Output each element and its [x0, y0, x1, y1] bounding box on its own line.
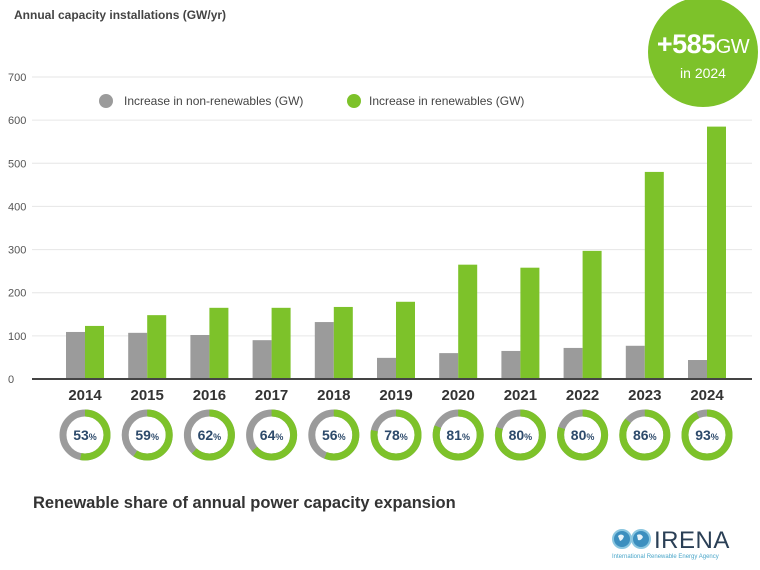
bar-non-renewables — [563, 347, 583, 379]
y-tick-label: 300 — [8, 245, 26, 257]
y-tick-label: 400 — [8, 201, 26, 213]
legend-marker — [99, 94, 113, 108]
callout-value: +585 — [656, 29, 716, 59]
y-tick-label: 0 — [8, 374, 14, 386]
callout-badge: +585GW in 2024 — [648, 0, 758, 107]
bar-renewables — [458, 264, 478, 379]
y-tick-label: 500 — [8, 158, 26, 170]
y-tick-label: 600 — [8, 115, 26, 127]
callout-sub: in 2024 — [680, 65, 726, 81]
bar-renewables — [209, 307, 229, 379]
y-tick-label: 100 — [8, 331, 26, 343]
bar-non-renewables — [66, 331, 85, 379]
legend-label: Increase in non-renewables (GW) — [124, 94, 303, 108]
share-percent-label: 56% — [322, 427, 346, 443]
x-tick-label: 2023 — [628, 387, 661, 404]
share-percent-label: 93% — [695, 427, 719, 443]
bar-renewables — [85, 325, 104, 379]
logo-name: IRENA — [654, 527, 730, 554]
x-tick-label: 2022 — [566, 387, 599, 404]
x-tick-label: 2015 — [131, 387, 164, 404]
y-tick-label: 700 — [8, 72, 26, 84]
donut-renewable-share — [557, 409, 609, 461]
share-label: Renewable share of annual power capacity… — [33, 494, 456, 512]
x-tick-label: 2020 — [442, 387, 475, 404]
bar-renewables — [333, 306, 353, 379]
donut-renewable-share — [494, 409, 546, 461]
bar-renewables — [271, 307, 291, 379]
share-percent-label: 53% — [73, 427, 97, 443]
chart-title: Annual capacity installations (GW/yr) — [14, 8, 227, 22]
x-tick-label: 2016 — [193, 387, 226, 404]
y-tick-label: 200 — [8, 288, 26, 300]
bar-non-renewables — [439, 353, 459, 379]
bar-non-renewables — [501, 350, 521, 379]
x-tick-label: 2021 — [504, 387, 537, 404]
bar-non-renewables — [190, 334, 210, 379]
donut-renewable-share — [432, 409, 484, 461]
irena-logo: IRENA International Renewable Energy Age… — [610, 527, 750, 561]
donut-renewable-share — [681, 409, 733, 461]
donut-renewable-share — [370, 409, 422, 461]
x-tick-label: 2024 — [690, 387, 724, 404]
bar-non-renewables — [377, 357, 396, 379]
legend-marker — [347, 94, 361, 108]
x-tick-label: 2019 — [379, 387, 412, 404]
donut-renewable-share — [308, 409, 360, 461]
bar-renewables — [147, 315, 167, 379]
bar-non-renewables — [688, 360, 707, 379]
share-percent-label: 80% — [571, 427, 595, 443]
share-percent-label: 62% — [198, 427, 222, 443]
share-percent-label: 59% — [135, 427, 159, 443]
bar-non-renewables — [625, 345, 645, 379]
bar-renewables — [520, 267, 540, 379]
callout-unit: GW — [715, 36, 750, 58]
share-percent-label: 81% — [446, 427, 470, 443]
bar-renewables — [707, 126, 726, 379]
globe-infinity-icon — [612, 529, 651, 549]
share-percent-label: 64% — [260, 427, 284, 443]
legend-label: Increase in renewables (GW) — [369, 94, 524, 108]
share-percent-label: 80% — [509, 427, 533, 443]
x-tick-label: 2017 — [255, 387, 288, 404]
bar-renewables — [644, 171, 664, 379]
bar-renewables — [396, 301, 415, 379]
bar-non-renewables — [314, 322, 334, 379]
bar-non-renewables — [128, 332, 148, 379]
donut-renewable-share — [121, 409, 173, 461]
bar-chart: 0 100 200 300 400 500 600 700 Increase in non-re… — [8, 72, 752, 461]
share-percent-label: 86% — [633, 427, 657, 443]
donut-renewable-share — [183, 409, 235, 461]
donut-renewable-share — [246, 409, 298, 461]
x-tick-label: 2018 — [317, 387, 350, 404]
x-tick-label: 2014 — [68, 387, 102, 404]
logo-tagline: International Renewable Energy Agency — [612, 554, 719, 560]
donut-renewable-share — [619, 409, 671, 461]
share-percent-label: 78% — [384, 427, 408, 443]
donut-renewable-share — [59, 409, 111, 461]
bar-renewables — [582, 250, 602, 379]
bar-non-renewables — [252, 340, 272, 379]
